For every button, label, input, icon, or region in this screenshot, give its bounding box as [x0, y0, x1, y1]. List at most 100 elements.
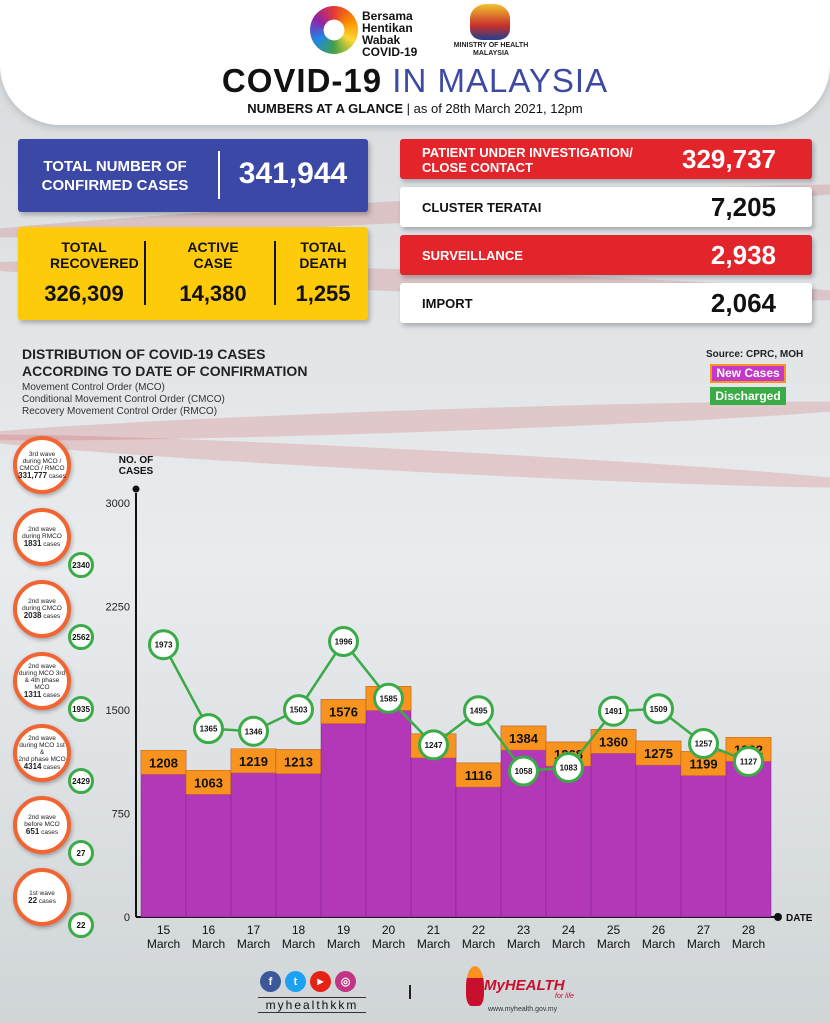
bar-value-label: 1116	[465, 768, 493, 783]
page-subtitle: NUMBERS AT A GLANCE | as of 28th March 2…	[247, 101, 583, 116]
ministry-label: MINISTRY OF HEALTH MALAYSIA	[453, 42, 529, 57]
bar-new-cases	[230, 748, 277, 918]
twitter-icon[interactable]: t	[285, 971, 306, 992]
discharged-value-label: 1247	[425, 741, 443, 750]
bar-new-cases	[140, 750, 187, 918]
discharged-value-label: 1509	[650, 705, 668, 714]
x-tick-label: 18 March	[282, 923, 315, 951]
stat-import: IMPORT 2,064	[400, 283, 812, 323]
bar-new-cases	[680, 751, 727, 918]
x-axis-end-icon	[774, 913, 782, 921]
wave-discharged-badge: 27	[68, 840, 94, 866]
discharged-point	[598, 695, 629, 727]
discharged-value-label: 1585	[380, 694, 398, 703]
bar-new-cases	[185, 770, 232, 918]
x-tick-label: 23 March	[507, 923, 540, 951]
discharged-value-label: 1346	[245, 727, 263, 736]
bar-value-box	[500, 725, 547, 751]
discharged-value-label: 1996	[335, 638, 353, 647]
bar-new-cases	[410, 733, 457, 918]
instagram-icon[interactable]: ◎	[335, 971, 356, 992]
wave-circle: 1st wave 22 cases	[13, 868, 71, 926]
bar-value-label: 1360	[599, 734, 628, 749]
x-tick-label: 25 March	[597, 923, 630, 951]
discharged-point	[508, 755, 539, 787]
campaign-text: Bersama Hentikan Wabak COVID-19	[362, 9, 418, 59]
x-tick-label: 17 March	[237, 923, 270, 951]
legend-new-cases: New Cases	[710, 364, 786, 383]
coat-of-arms-icon	[470, 4, 510, 40]
x-axis-label: DATE	[786, 913, 813, 924]
bar-new-cases	[590, 729, 637, 918]
wave-circle: 2nd wave before MCO 651 cases	[13, 796, 71, 854]
discharged-point	[643, 693, 674, 725]
x-tick-label: 28 March	[732, 923, 765, 951]
bar-value-box	[140, 750, 187, 775]
x-tick-label: 21 March	[417, 923, 450, 951]
discharged-point	[418, 729, 449, 761]
bar-value-box	[185, 770, 232, 795]
discharged-value-label: 1491	[605, 707, 623, 716]
bar-value-label: 1213	[284, 755, 313, 770]
discharged-value-label: 1503	[290, 706, 308, 715]
total-cases-value: 341,944	[238, 157, 348, 190]
bar-value-label: 1199	[689, 757, 717, 772]
bar-new-cases	[275, 749, 322, 918]
discharged-point	[193, 713, 224, 745]
y-tick-label: 2250	[106, 602, 130, 614]
discharged-point	[463, 695, 494, 727]
wave-discharged-badge: 2340	[68, 552, 94, 578]
wave-circle: 2nd wave during CMCO 2038 cases	[13, 580, 71, 638]
bar-value-label: 1576	[329, 705, 358, 720]
stat-surveillance: SURVEILLANCE 2,938	[400, 235, 812, 275]
discharged-point	[733, 745, 764, 777]
bar-value-box	[230, 748, 277, 774]
bar-new-cases	[635, 740, 682, 918]
y-tick-label: 750	[112, 809, 130, 821]
discharged-point	[553, 752, 584, 784]
bar-value-label: 1275	[644, 746, 673, 761]
discharged-point	[148, 629, 179, 661]
bar-new-cases	[320, 699, 367, 918]
x-tick-label: 22 March	[462, 923, 495, 951]
wave-circle: 3rd wave during MCO / CMCO / RMCO 331,777 c…	[13, 436, 71, 494]
bar-value-label: 1384	[509, 731, 539, 746]
y-axis-end-icon	[132, 485, 140, 493]
discharged-point	[283, 694, 314, 726]
wave-circle: 2nd wave during RMCO 1831 cases	[13, 508, 71, 566]
discharged-value-label: 1083	[560, 764, 578, 773]
chart-subtitle: Movement Control Order (MCO) Conditional…	[22, 382, 225, 417]
myhealth-figure-icon	[466, 966, 484, 1006]
wave-discharged-badge: 2562	[68, 624, 94, 650]
wave-discharged-badge: 2429	[68, 768, 94, 794]
chart-title: DISTRIBUTION OF COVID-19 CASES ACCORDING…	[22, 346, 308, 379]
discharged-value-label: 1973	[155, 641, 173, 650]
campaign-logo-icon	[310, 6, 358, 54]
stat-pui: PATIENT UNDER INVESTIGATION/ CLOSE CONTA…	[400, 139, 812, 179]
x-tick-label: 19 March	[327, 923, 360, 951]
bar-new-cases	[455, 762, 502, 918]
social-icons: f t ▶ ◎	[260, 971, 356, 992]
total-cases-card: TOTAL NUMBER OF CONFIRMED CASES 341,944	[18, 139, 368, 212]
discharged-value-label: 1058	[515, 767, 533, 776]
youtube-icon[interactable]: ▶	[310, 971, 331, 992]
bar-new-cases	[365, 686, 412, 918]
wave-discharged-badge: 1935	[68, 696, 94, 722]
header: Bersama Hentikan Wabak COVID-19 MINISTRY…	[0, 0, 830, 125]
bar-value-label: 1219	[239, 754, 268, 769]
outcome-card: TOTAL RECOVERED 326,309 ACTIVE CASE 14,3…	[18, 227, 368, 320]
discharged-value-label: 1365	[200, 725, 218, 734]
social-handle: myhealthkkm	[258, 997, 366, 1013]
y-tick-label: 0	[124, 912, 130, 924]
y-axis-label: NO. OF CASES	[119, 455, 154, 477]
legend-discharged: Discharged	[710, 387, 786, 405]
discharged-value-label: 1257	[695, 740, 713, 749]
facebook-icon[interactable]: f	[260, 971, 281, 992]
myhealth-url: www.myhealth.gov.my	[488, 1006, 558, 1013]
x-tick-label: 27 March	[687, 923, 720, 951]
myhealth-tagline: for life	[555, 993, 575, 1000]
bar-new-cases	[500, 725, 547, 918]
death-stat: TOTAL DEATH 1,255	[295, 239, 351, 306]
bar-value-box	[590, 729, 637, 754]
